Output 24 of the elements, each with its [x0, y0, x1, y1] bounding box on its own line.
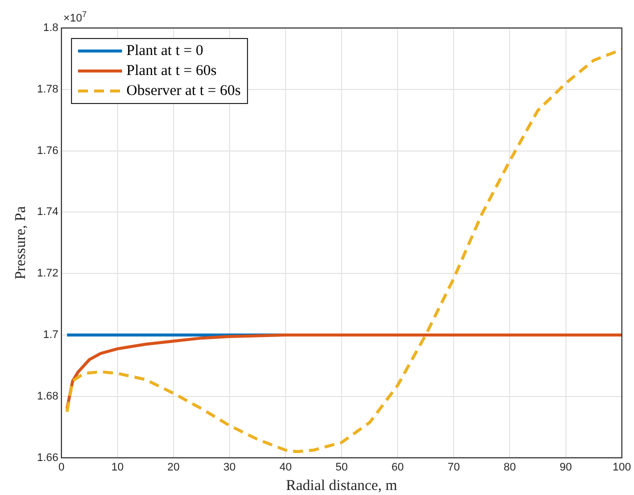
x-axis-title: Radial distance, m: [286, 478, 398, 494]
x-tick-label: 40: [279, 461, 292, 474]
x-tick-label: 90: [560, 461, 572, 474]
y-axis-title: Pressure, Pa: [12, 206, 29, 280]
y-tick-label: 1.7: [43, 329, 58, 342]
y-tick-label: 1.66: [36, 452, 58, 464]
legend-label: Plant at t = 60s: [126, 62, 217, 81]
legend-label: Observer at t = 60s: [126, 82, 241, 101]
legend-label: Plant at t = 0: [126, 42, 204, 61]
y-tick-label: 1.78: [36, 83, 58, 96]
x-tick-label: 80: [504, 461, 516, 474]
x-tick-label: 70: [448, 461, 460, 474]
y-tick-label: 1.68: [36, 390, 58, 402]
y-tick-label: 1.76: [36, 144, 58, 157]
x-tick-label: 50: [335, 461, 348, 474]
x-tick-label: 60: [392, 461, 404, 474]
x-tick-label: 0: [58, 461, 64, 474]
x-tick-label: 10: [111, 461, 124, 474]
y-tick-label: 1.8: [43, 22, 58, 34]
y-tick-label: 1.72: [36, 268, 58, 280]
y-tick-label: 1.74: [36, 206, 58, 218]
x-tick-label: 20: [167, 461, 180, 474]
x-tick-label: 30: [223, 461, 236, 474]
x-tick-label: 100: [612, 461, 632, 474]
